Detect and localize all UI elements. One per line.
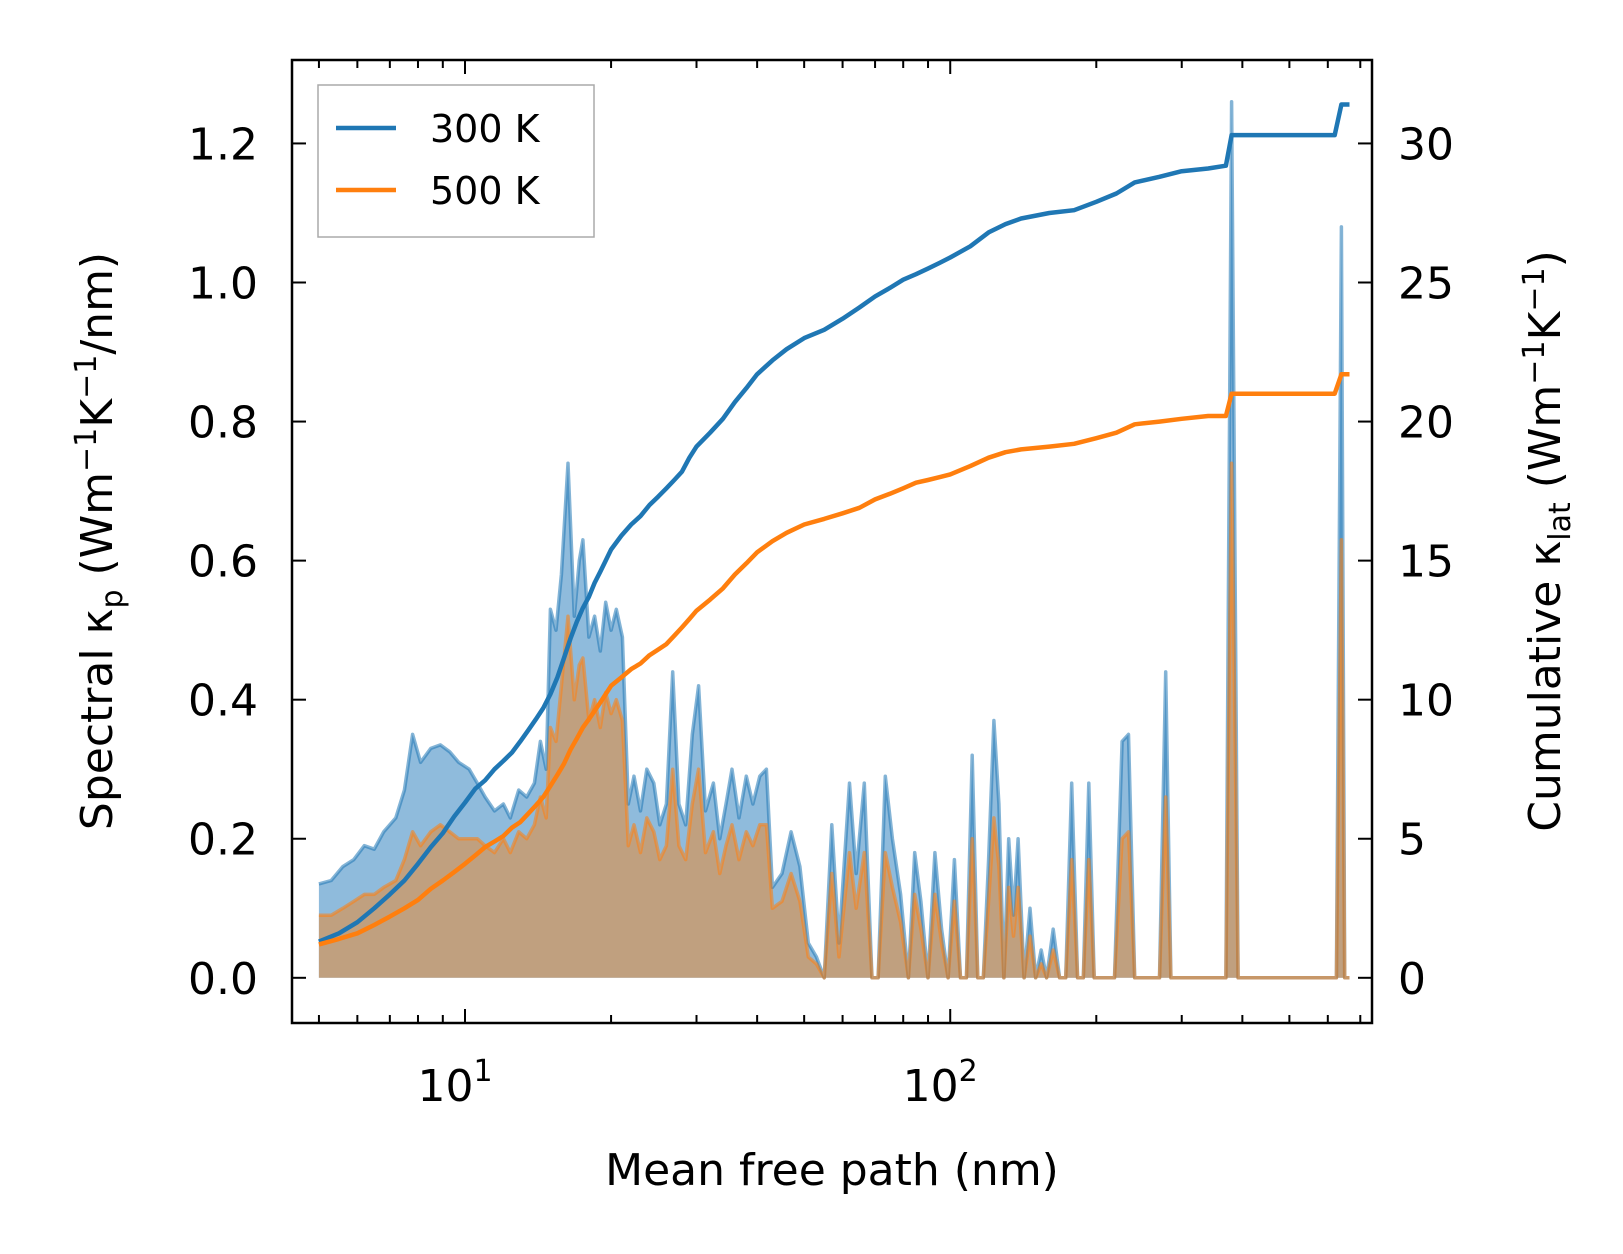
cumulative-lines <box>318 102 1350 947</box>
y-right-tick-label: 0 <box>1398 954 1426 1005</box>
y-right-axis-title: Cumulative κlat (Wm−1K−1) <box>1517 250 1578 832</box>
y-right-tick-label: 15 <box>1398 537 1454 588</box>
legend-label-500k: 500 K <box>430 169 541 213</box>
y-left-tick-label: 0.4 <box>188 676 258 727</box>
y-left-axis-title: Spectral κp (Wm−1K−1/nm) <box>69 252 130 830</box>
y-right-tick-label: 10 <box>1398 676 1454 727</box>
legend-label-300k: 300 K <box>430 107 541 151</box>
x-tick-label: 101 <box>417 1054 492 1112</box>
y-left-tick-label: 0.6 <box>188 537 258 588</box>
y-left-tick-label: 1.2 <box>188 119 258 170</box>
spectral-lines <box>318 99 1350 980</box>
cumulative-line-500k <box>318 372 1350 947</box>
spectral-fill-500k <box>318 463 1350 978</box>
legend: 300 K 500 K <box>317 84 595 238</box>
spectral-line-500k <box>318 461 1350 980</box>
y-left-tick-label: 1.0 <box>188 258 258 309</box>
x-axis-title: Mean free path (nm) <box>605 1145 1059 1196</box>
legend-box <box>317 84 595 238</box>
cumulative-line-300k <box>318 102 1350 944</box>
spectral-fills <box>318 101 1350 978</box>
y-right-tick-label: 5 <box>1398 815 1426 866</box>
y-left-tick-label: 0.0 <box>188 954 258 1005</box>
x-tick-label: 102 <box>903 1054 978 1112</box>
axis-ticks <box>292 60 1372 1023</box>
plot-frame <box>290 58 1374 1025</box>
y-left-tick-label: 0.2 <box>188 815 258 866</box>
tick-labels: 101 102 0.0 0.2 0.4 0.6 0.8 1.0 1.2 0 5 10 15 20 25 30 <box>188 119 1454 1112</box>
y-right-tick-label: 30 <box>1398 119 1454 170</box>
y-right-tick-label: 20 <box>1398 398 1454 449</box>
y-left-tick-label: 0.8 <box>188 398 258 449</box>
y-right-tick-label: 25 <box>1398 258 1454 309</box>
